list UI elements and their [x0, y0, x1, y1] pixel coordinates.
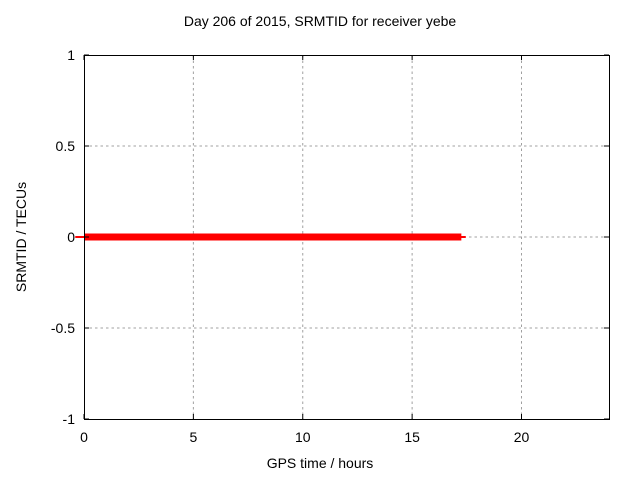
x-axis-label: GPS time / hours: [266, 455, 374, 471]
x-tick-label: 15: [404, 429, 420, 445]
x-tick-label: 5: [189, 429, 198, 445]
x-tick-label: 10: [294, 429, 311, 445]
y-tick-label: 0: [67, 229, 75, 245]
x-tick-label: 0: [80, 429, 88, 445]
y-tick-label: 0.5: [55, 138, 75, 154]
x-tick-label: 20: [513, 429, 530, 445]
chart-title: Day 206 of 2015, SRMTID for receiver yeb…: [183, 13, 457, 29]
y-tick-label: -1: [62, 411, 75, 427]
y-tick-label: 1: [67, 47, 75, 63]
y-tick-label: -0.5: [50, 320, 75, 336]
